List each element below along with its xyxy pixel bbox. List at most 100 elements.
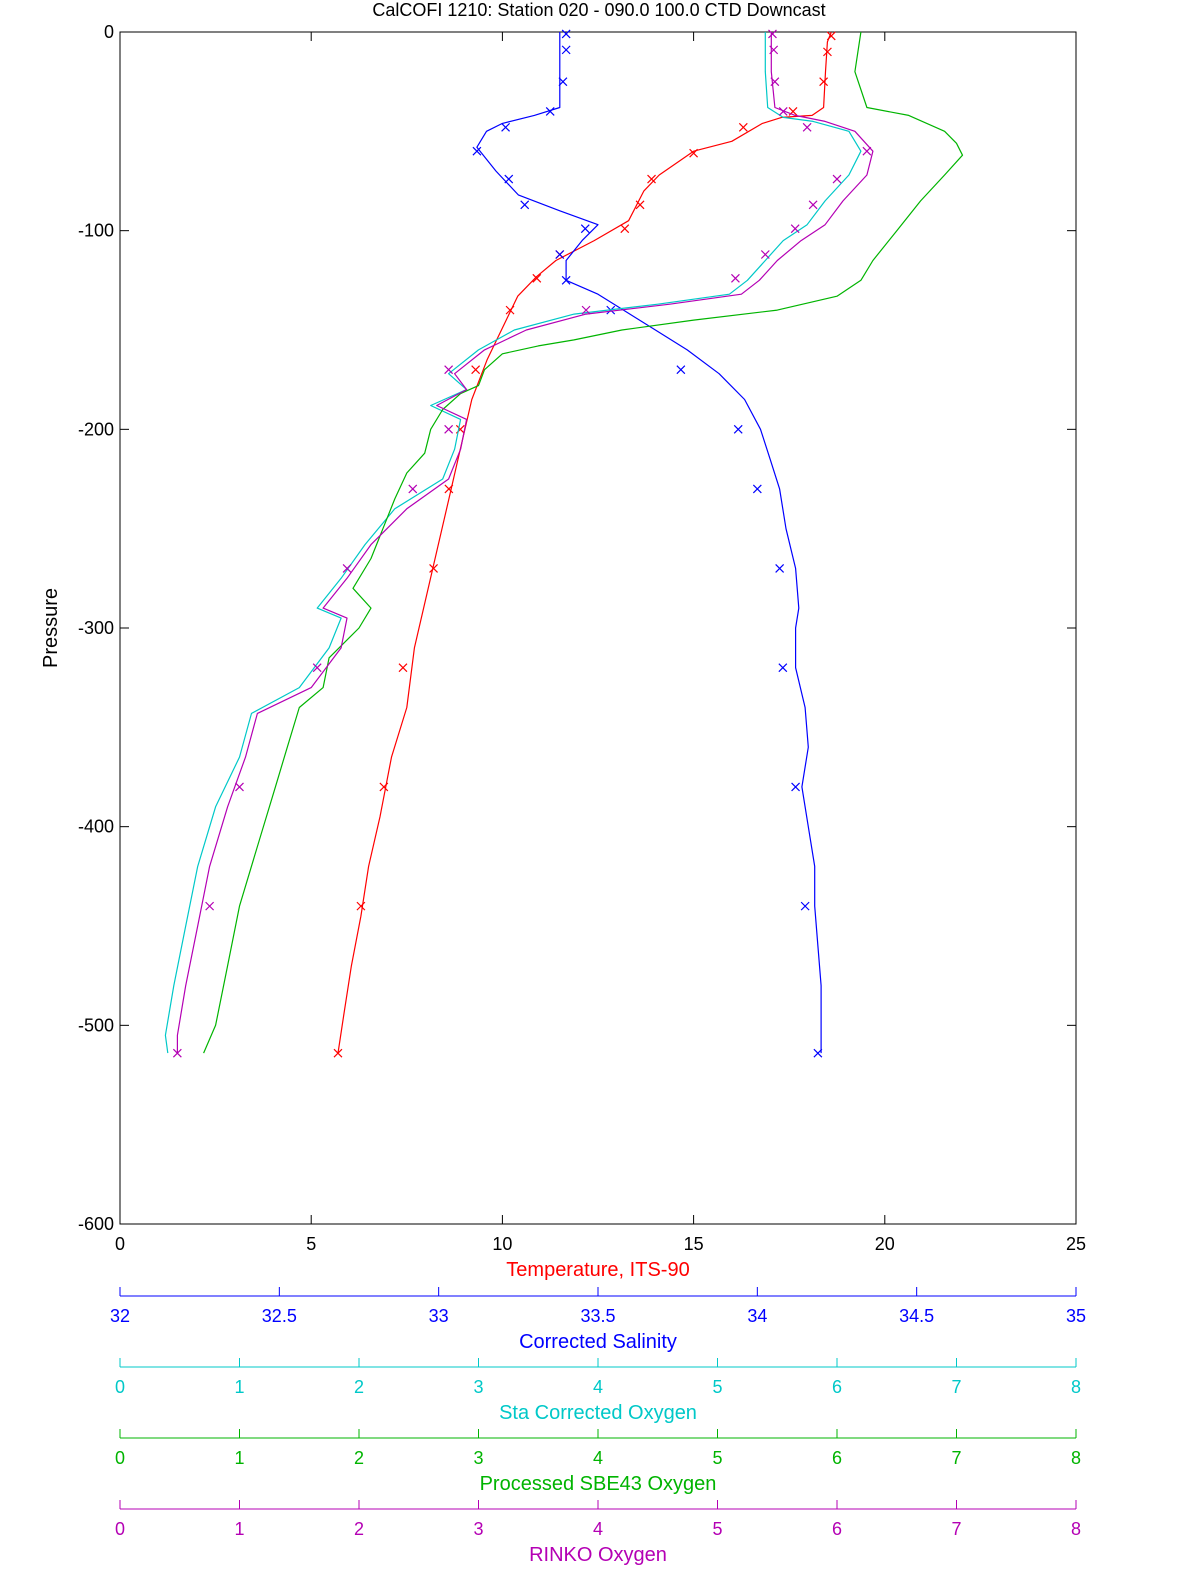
x-axis-sbe43: 0 1 2 3 4 5 6 7 8 Processed SBE43 Oxygen [115,1429,1081,1495]
data-point [802,122,812,132]
x-tick-label: 6 [832,1377,842,1397]
data-point [312,663,322,673]
x-axis-title: Corrected Salinity [519,1331,677,1353]
x-tick-label: 32.5 [262,1306,297,1326]
data-point [689,148,699,158]
x-tick-label: 4 [593,1377,603,1397]
series-rinko [172,29,874,1058]
data-point [733,424,743,434]
data-point [768,29,777,39]
data-point [778,663,788,673]
x-axis-temp: 0 5 10 15 20 25 Temperature, ITS-90 [115,32,1086,1281]
data-point [205,901,215,911]
x-axis-title: Sta Corrected Oxygen [499,1402,697,1424]
y-axis-title: Pressure [40,588,62,668]
data-point [398,663,408,673]
data-point [561,29,571,39]
series-sbe43 [203,31,964,1054]
x-tick-label: 34.5 [899,1306,934,1326]
x-tick-label: 34 [747,1306,767,1326]
x-axis-staox: 0 1 2 3 4 5 6 7 8 Sta Corrected Oxygen [115,1358,1081,1424]
data-point [800,901,810,911]
data-point [545,107,555,116]
series-temp [333,31,836,1058]
x-tick-label: 3 [473,1448,483,1468]
data-point [429,563,438,573]
x-tick-label: 8 [1071,1448,1081,1468]
data-point [444,424,454,434]
data-point [581,305,591,315]
data-point [775,563,785,573]
series-staox [164,32,862,1054]
x-tick-label: 7 [951,1448,961,1468]
x-tick-label: 8 [1071,1377,1081,1397]
data-point [561,275,571,285]
data-point [471,365,481,375]
x-axis-rinko: 0 1 2 3 4 5 6 7 8 RINKO Oxygen [115,1500,1081,1566]
x-tick-label: 0 [115,1448,125,1468]
x-tick-label: 4 [593,1519,603,1539]
data-point [555,250,565,259]
data-point [558,77,568,87]
data-point [790,224,800,234]
series-line [176,32,874,1054]
y-tick-label: -400 [78,817,114,837]
x-tick-label: 33.5 [580,1306,615,1326]
data-point [813,1048,823,1058]
x-tick-label: 10 [492,1234,512,1254]
series-sal [472,29,823,1058]
x-tick-label: 1 [234,1448,244,1468]
y-tick-label: 0 [104,22,114,42]
data-point [770,77,780,87]
x-tick-label: 7 [951,1519,961,1539]
data-point [472,146,482,156]
y-tick-label: -100 [78,221,114,241]
data-point [561,45,571,55]
x-tick-label: 0 [115,1377,125,1397]
data-point [862,146,872,156]
series-layer [164,29,964,1058]
x-axis-title: Temperature, ITS-90 [506,1259,689,1281]
x-tick-label: 8 [1071,1519,1081,1539]
x-tick-label: 6 [832,1448,842,1468]
series-line [337,31,832,1054]
data-point [356,901,366,911]
data-point [808,200,818,210]
data-point [823,47,832,57]
x-tick-label: 5 [712,1377,722,1397]
series-line [203,31,964,1054]
y-tick-label: -300 [78,618,114,638]
data-point [760,250,770,259]
x-tick-label: 33 [429,1306,449,1326]
x-tick-label: 5 [306,1234,316,1254]
data-point [342,563,352,573]
x-tick-label: 25 [1066,1234,1086,1254]
x-tick-label: 3 [473,1519,483,1539]
x-tick-label: 5 [712,1519,722,1539]
data-point [580,224,590,234]
data-point [444,365,454,375]
data-point [647,174,656,184]
chart-title: CalCOFI 1210: Station 020 - 090.0 100.0 … [372,0,825,20]
x-tick-label: 5 [712,1448,722,1468]
data-point [676,365,686,375]
data-point [501,122,511,132]
data-point [172,1048,182,1058]
data-point [738,122,748,132]
data-point [333,1048,343,1058]
plot-frame [119,31,1077,1225]
x-tick-label: 1 [234,1377,244,1397]
x-tick-label: 1 [234,1519,244,1539]
x-tick-label: 32 [110,1306,130,1326]
y-tick-label: -200 [78,419,114,439]
data-point [791,782,800,792]
x-tick-label: 0 [115,1234,125,1254]
y-tick-label: -600 [78,1214,114,1234]
x-tick-label: 35 [1066,1306,1086,1326]
data-point [731,273,740,283]
x-tick-label: 7 [951,1377,961,1397]
data-point [505,305,515,315]
x-tick-label: 2 [354,1519,364,1539]
